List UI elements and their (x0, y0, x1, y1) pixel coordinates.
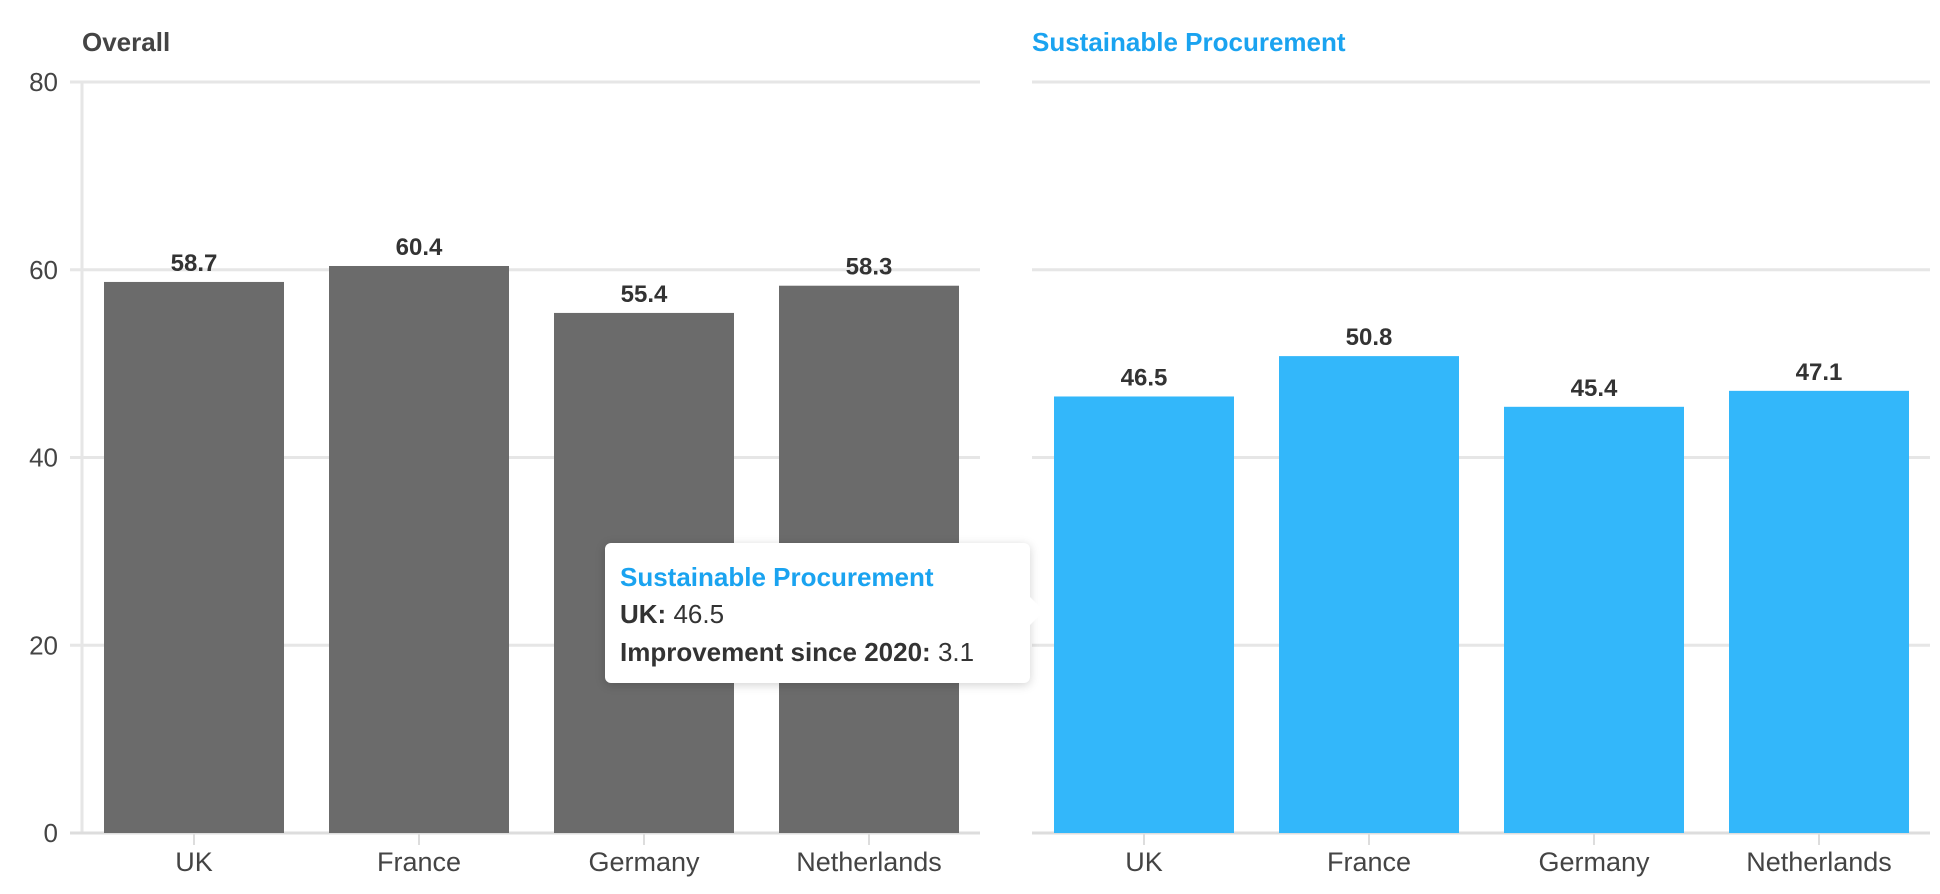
y-tick-label: 60 (29, 255, 58, 285)
x-tick-label: France (377, 847, 461, 877)
x-tick-label: Germany (588, 847, 700, 877)
y-tick-label: 0 (44, 818, 58, 848)
y-tick-label: 80 (29, 67, 58, 97)
data-label: 45.4 (1571, 375, 1618, 402)
data-label: 58.7 (171, 250, 218, 277)
bar-netherlands (1729, 390, 1909, 833)
bar-uk (1054, 396, 1234, 833)
bar-france (329, 265, 509, 833)
bar-france (1279, 356, 1459, 833)
x-tick-label: UK (1125, 847, 1163, 877)
y-tick-label: 20 (29, 630, 58, 660)
x-tick-label: Germany (1538, 847, 1650, 877)
x-tick-label: Netherlands (796, 847, 942, 877)
bar-uk (104, 281, 284, 833)
data-label: 46.5 (1121, 364, 1168, 391)
tooltip: Sustainable Procurement UK: 46.5 Improve… (605, 543, 1044, 683)
tooltip-improvement-label: Improvement since 2020: (620, 637, 931, 667)
data-label: 47.1 (1796, 359, 1843, 386)
overall-panel-title: Overall (82, 27, 170, 57)
tooltip-category-line: UK: 46.5 (620, 595, 1030, 633)
data-label: 50.8 (1346, 324, 1393, 351)
tooltip-category-value: 46.5 (673, 599, 725, 629)
tooltip-category-label: UK: (620, 599, 667, 629)
y-tick-label: 40 (29, 443, 58, 473)
tooltip-title: Sustainable Procurement (620, 562, 934, 592)
data-label: 58.3 (846, 254, 893, 281)
data-label: 60.4 (396, 234, 443, 261)
sustainable-panel-title: Sustainable Procurement (1032, 27, 1346, 57)
x-tick-label: France (1327, 847, 1411, 877)
data-label: 55.4 (621, 281, 668, 308)
x-tick-label: Netherlands (1746, 847, 1892, 877)
tooltip-improvement-value: 3.1 (937, 637, 975, 667)
bar-germany (1504, 406, 1684, 833)
x-tick-label: UK (175, 847, 213, 877)
tooltip-improvement-line: Improvement since 2020: 3.1 (620, 633, 1030, 671)
